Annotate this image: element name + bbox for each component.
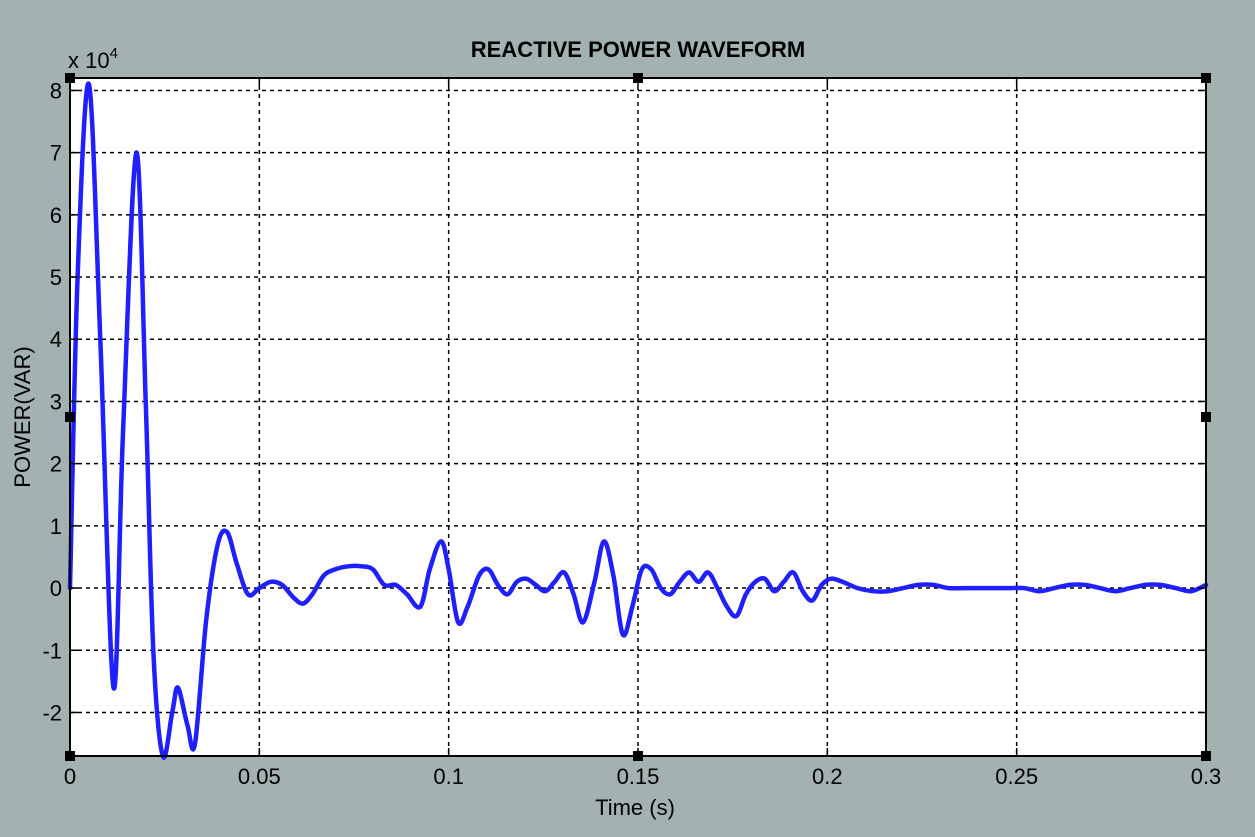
y-tick-label: -2 [42, 700, 62, 725]
chart-title: REACTIVE POWER WAVEFORM [471, 37, 806, 62]
resize-handle[interactable] [65, 412, 75, 422]
resize-handle[interactable] [633, 751, 643, 761]
y-tick-label: 4 [50, 327, 62, 352]
y-tick-label: 2 [50, 452, 62, 477]
y-tick-label: 5 [50, 265, 62, 290]
y-multiplier-exponent: 4 [110, 45, 118, 62]
y-tick-label: 1 [50, 514, 62, 539]
x-tick-label: 0.1 [433, 764, 464, 789]
x-tick-label: 0.25 [995, 764, 1038, 789]
y-tick-label: 6 [50, 203, 62, 228]
x-tick-label: 0.2 [812, 764, 843, 789]
resize-handle[interactable] [633, 73, 643, 83]
series-line [67, 81, 1209, 760]
y-multiplier: x 104 [68, 45, 118, 73]
y-axis-label: POWER(VAR) [10, 346, 35, 487]
resize-handle[interactable] [1201, 73, 1211, 83]
x-tick-label: 0 [64, 764, 76, 789]
x-axis-label: Time (s) [595, 795, 675, 820]
x-tick-label: 0.15 [617, 764, 660, 789]
x-tick-label: 0.05 [238, 764, 281, 789]
resize-handle[interactable] [1201, 412, 1211, 422]
y-tick-label: -1 [42, 638, 62, 663]
selection-handles[interactable] [65, 73, 1211, 761]
y-tick-label: 8 [50, 78, 62, 103]
x-tick-label: 0.3 [1191, 764, 1222, 789]
y-tick-label: 7 [50, 141, 62, 166]
axis-ticks: 0 0.05 0.1 0.15 0.2 0.25 0.3 -2 -1 0 1 2 3 4 5 6 7 8 [42, 78, 1221, 789]
resize-handle[interactable] [65, 73, 75, 83]
resize-handle[interactable] [1201, 751, 1211, 761]
y-tick-label: 3 [50, 389, 62, 414]
resize-handle[interactable] [65, 751, 75, 761]
y-multiplier-base: x 10 [68, 48, 110, 73]
y-tick-label: 0 [50, 576, 62, 601]
series-line-group [67, 81, 1209, 760]
